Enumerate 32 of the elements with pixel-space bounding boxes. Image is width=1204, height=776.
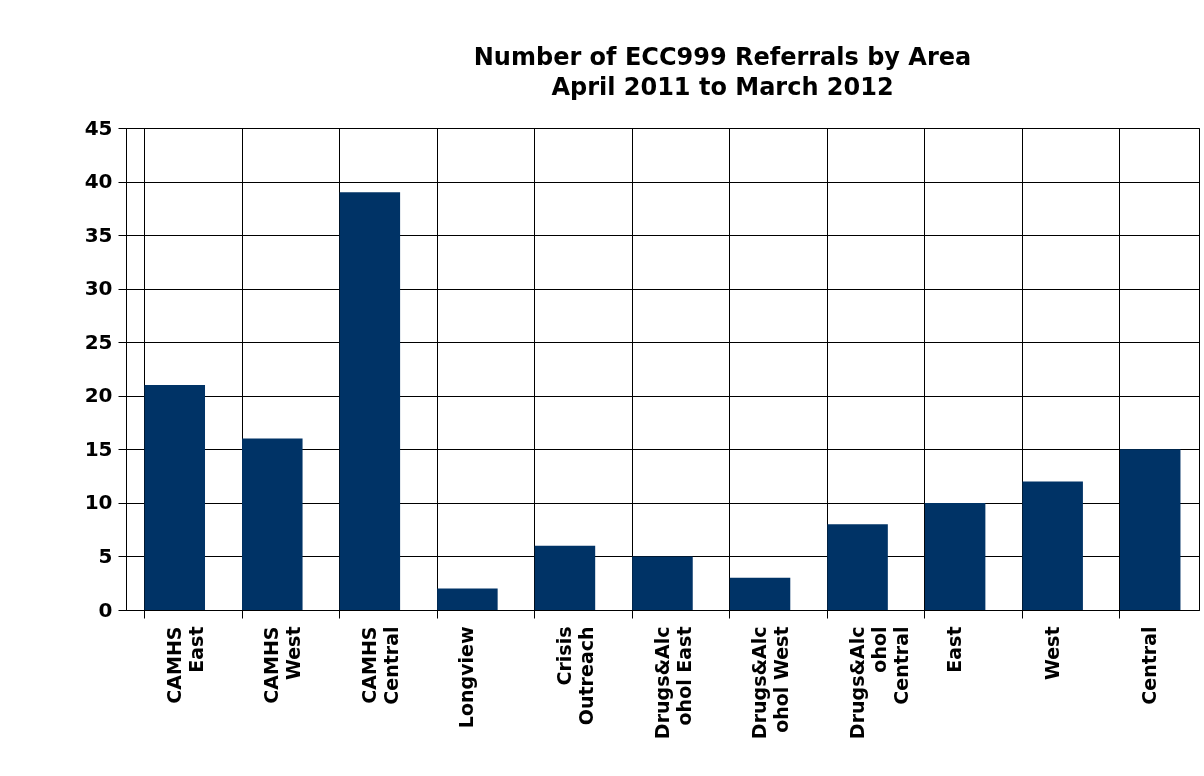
bar: [924, 502, 986, 610]
bar: [534, 545, 596, 610]
y-tick-label: 20: [84, 383, 113, 408]
bar: [339, 192, 401, 610]
x-tick-label: CAMHS West: [260, 626, 305, 704]
x-tick-label: Crisis Outreach: [552, 626, 597, 726]
y-tick-label: 40: [84, 169, 113, 194]
x-tick-label: CAMHS Central: [357, 626, 402, 705]
bar: [729, 577, 791, 610]
y-tick-label: 10: [84, 490, 113, 515]
x-tick-label: Drugs&Alc ohol East: [650, 626, 695, 740]
y-tick-label: 35: [84, 222, 113, 247]
bar: [1119, 449, 1181, 610]
bar: [827, 524, 888, 610]
bar: [144, 385, 206, 610]
y-tick-label: 5: [98, 543, 113, 568]
chart-subtitle: April 2011 to March 2012: [551, 73, 894, 101]
x-tick-label: Longview: [455, 626, 478, 729]
y-tick-label: 30: [84, 276, 113, 301]
chart-title: Number of ECC999 Referrals by Area: [473, 43, 972, 71]
bar: [632, 556, 693, 610]
y-tick-label: 25: [84, 329, 113, 354]
x-tick-label: East: [943, 626, 966, 673]
bar: [1022, 481, 1083, 610]
bar: [242, 438, 303, 610]
x-tick-label: Central: [1138, 626, 1161, 705]
y-tick-label: 0: [98, 597, 113, 622]
x-tick-label: West: [1040, 626, 1063, 681]
y-tick-label: 15: [84, 436, 113, 461]
bar: [437, 588, 498, 610]
x-tick-label: CAMHS East: [162, 626, 207, 704]
y-tick-label: 45: [84, 115, 113, 140]
